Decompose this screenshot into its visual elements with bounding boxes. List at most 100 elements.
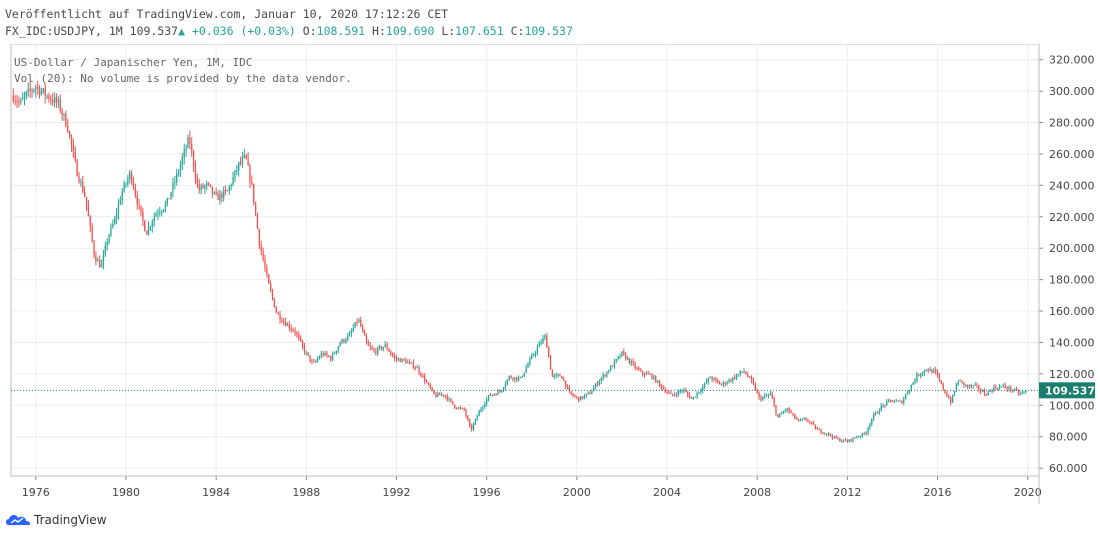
candle-up (377, 347, 379, 354)
candle-up (993, 386, 995, 392)
candle-up (534, 352, 537, 355)
candle-down (425, 381, 428, 383)
candles (12, 81, 1027, 443)
candle-up (888, 399, 890, 402)
candle-down (715, 378, 717, 381)
candle-up (219, 193, 221, 200)
candle-down (548, 347, 550, 357)
x-tick-label: 1992 (383, 486, 411, 499)
candle-down (245, 154, 247, 159)
candle-up (346, 335, 349, 341)
candle-up (696, 392, 698, 397)
candle-up (174, 181, 176, 183)
candle-up (35, 87, 37, 90)
y-tick-label: 260.000 (1049, 148, 1095, 161)
candle-down (452, 401, 454, 405)
candle-up (705, 381, 708, 383)
candle-up (653, 376, 655, 379)
candle-down (611, 366, 614, 368)
candle-up (923, 370, 926, 374)
candle-down (826, 433, 828, 435)
candle-down (976, 384, 978, 386)
candle-up (440, 394, 443, 396)
candle-up (981, 391, 984, 393)
candle-down (931, 369, 933, 373)
candle-down (760, 397, 762, 400)
candle-up (728, 379, 730, 383)
candle-up (779, 414, 781, 418)
candle-up (532, 354, 535, 356)
candle-up (989, 390, 991, 392)
candle-down (91, 226, 93, 242)
candle-up (341, 339, 343, 343)
candle-down (549, 356, 552, 370)
candle-up (694, 396, 696, 398)
low-label: L: (441, 24, 456, 38)
candle-up (593, 387, 595, 392)
candle-up (40, 91, 43, 95)
candle-up (606, 371, 608, 376)
candle-down (414, 367, 416, 369)
candle-up (223, 190, 225, 198)
candle-up (119, 200, 121, 205)
candle-up (185, 148, 187, 150)
candle-up (102, 254, 105, 265)
candle-up (161, 211, 163, 213)
candle-down (31, 90, 33, 92)
candle-up (147, 227, 150, 235)
candle-down (918, 374, 920, 376)
candle-up (585, 393, 587, 396)
candle-down (95, 255, 97, 262)
y-tick-label: 320.000 (1049, 54, 1095, 67)
candle-down (574, 395, 576, 397)
candle-up (555, 374, 557, 376)
candle-up (241, 157, 244, 163)
x-tick-label: 1976 (22, 486, 50, 499)
candlestick-chart[interactable]: 60.000 80.000 100.000 120.000 140.000 160.000… (5, 43, 1095, 506)
candle-down (269, 283, 272, 291)
candle-up (703, 382, 706, 387)
candle-down (215, 192, 217, 195)
candle-up (115, 213, 118, 219)
candle-up (21, 97, 24, 100)
candle-up (904, 394, 907, 399)
candle-down (970, 385, 973, 387)
candle-down (418, 367, 420, 373)
candle-up (234, 170, 236, 178)
candle-up (914, 380, 916, 383)
candle-down (140, 205, 142, 212)
y-tick-label: 240.000 (1049, 179, 1095, 192)
candle-down (410, 362, 413, 364)
candle-down (48, 95, 50, 100)
candle-up (484, 404, 486, 407)
candle-down (424, 375, 426, 382)
candle-down (454, 404, 456, 408)
candle-up (127, 178, 129, 184)
candle-up (228, 186, 230, 191)
candle-down (499, 390, 501, 392)
candle-up (951, 395, 954, 403)
candle-down (446, 396, 448, 400)
candle-up (594, 383, 597, 388)
candle-down (420, 372, 422, 376)
candle-down (647, 373, 649, 375)
candle-down (884, 405, 886, 407)
chart-frame[interactable]: 60.000 80.000 100.000 120.000 140.000 160.000… (5, 43, 1095, 506)
candle-up (517, 377, 520, 380)
candle-up (472, 423, 475, 430)
candle-up (482, 406, 484, 409)
candle-down (144, 220, 146, 232)
candle-up (762, 397, 764, 400)
candle-down (660, 384, 663, 389)
candle-up (882, 405, 884, 407)
candle-up (955, 384, 957, 392)
candle-down (37, 87, 39, 89)
candle-down (638, 368, 640, 371)
candle-down (365, 335, 368, 343)
candle-down (307, 352, 309, 356)
candle-up (598, 381, 601, 385)
candle-down (991, 390, 993, 392)
tradingview-logo[interactable]: TradingView (6, 513, 107, 527)
candle-down (807, 420, 809, 422)
candle-down (375, 351, 377, 354)
